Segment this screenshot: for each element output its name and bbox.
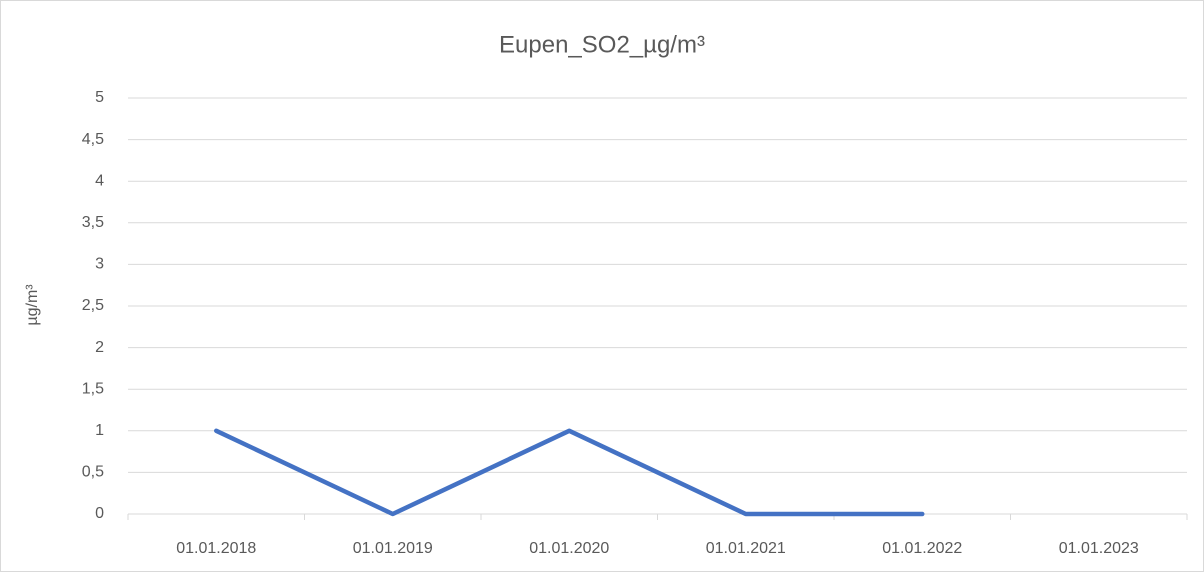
y-tick-label: 1,5	[82, 380, 104, 397]
y-tick-label: 4	[95, 172, 104, 189]
y-tick-label: 4,5	[82, 131, 104, 148]
x-tick-label: 01.01.2021	[706, 540, 786, 557]
y-tick-label: 1	[95, 422, 104, 439]
y-tick-label: 2	[95, 339, 104, 356]
y-tick-label: 0	[95, 505, 104, 522]
y-tick-label: 3,5	[82, 214, 104, 231]
x-tick-label: 01.01.2022	[882, 540, 962, 557]
y-tick-label: 2,5	[82, 297, 104, 314]
x-tick-label: 01.01.2018	[176, 540, 256, 557]
data-line	[214, 428, 925, 517]
y-tick-label: 0,5	[82, 464, 104, 481]
x-tick-label: 01.01.2019	[353, 540, 433, 557]
y-tick-label: 3	[95, 256, 104, 273]
y-axis-label: µg/m³	[24, 284, 41, 326]
x-tick-label: 01.01.2023	[1059, 540, 1139, 557]
chart-title: Eupen_SO2_µg/m³	[499, 31, 705, 58]
y-tick-label: 5	[95, 89, 104, 106]
x-tick-label: 01.01.2020	[529, 540, 609, 557]
